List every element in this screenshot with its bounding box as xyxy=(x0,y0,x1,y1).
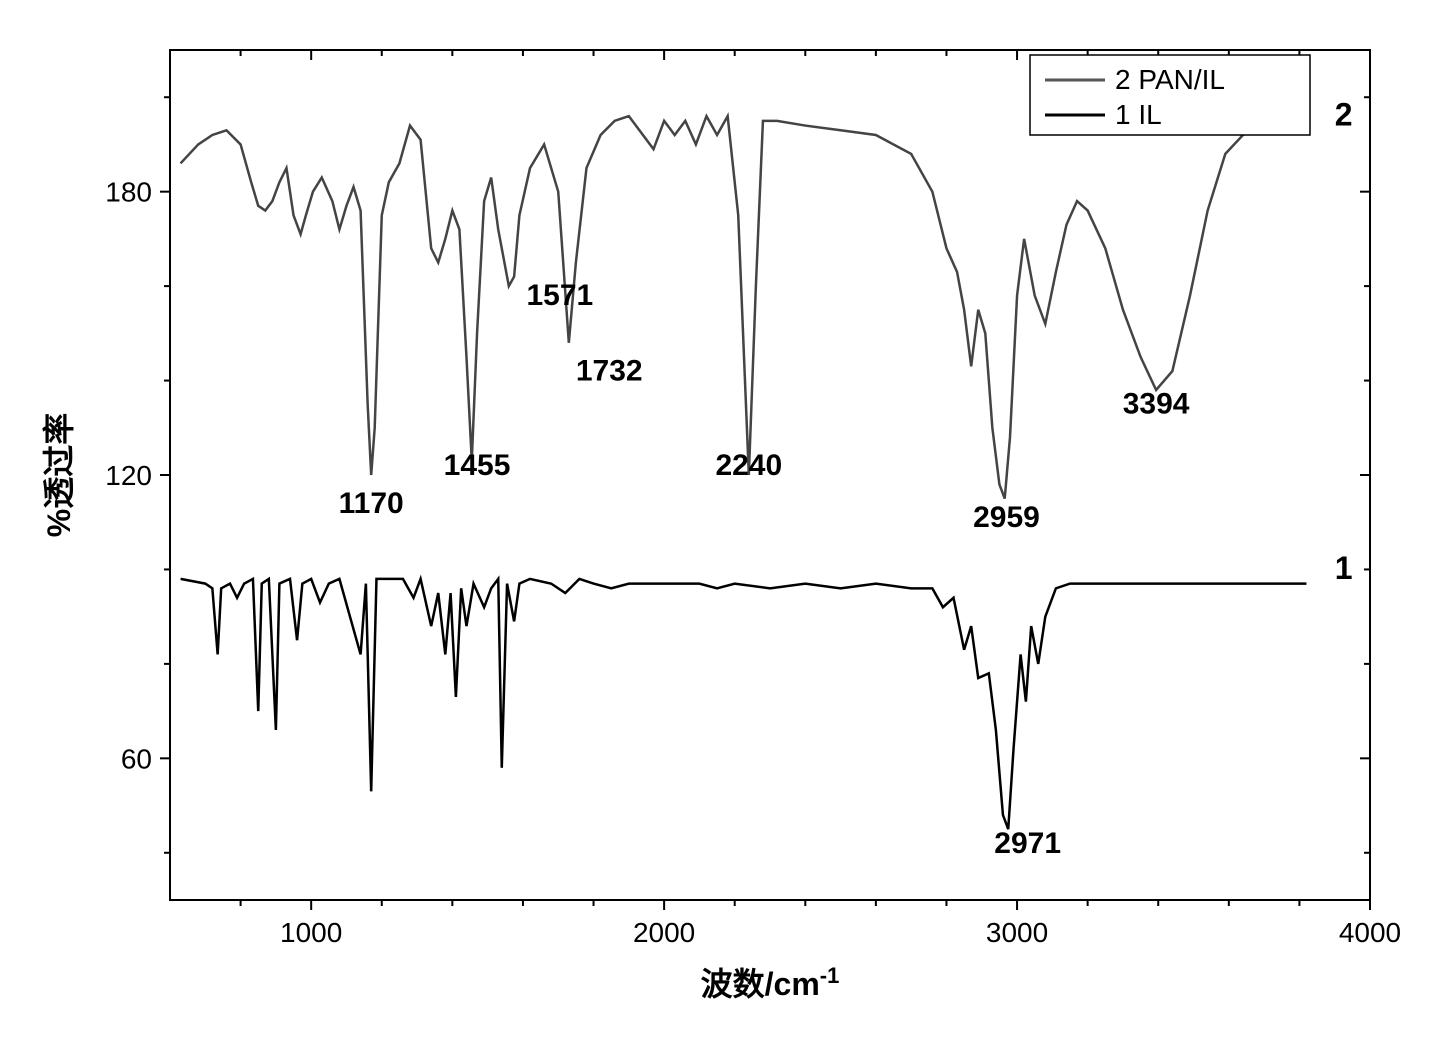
ftir-chart: 1000 2000 3000 4000 60 120 180 %透过率波数/cm-1 1170 1… xyxy=(20,20,1434,1044)
series-1-IL xyxy=(181,579,1307,829)
x-tick-label: 3000 xyxy=(986,917,1048,948)
legend-label: 1 IL xyxy=(1115,99,1162,130)
x-tick-label: 1000 xyxy=(280,917,342,948)
x-tick-label: 2000 xyxy=(633,917,695,948)
x-axis-label: 波数/cm-1 xyxy=(701,963,840,1003)
series-end-label-1: 1 xyxy=(1335,550,1353,586)
series-2-PAN-IL xyxy=(181,116,1307,499)
peak-label-2971: 2971 xyxy=(994,827,1061,860)
legend-label: 2 PAN/IL xyxy=(1115,64,1225,95)
peak-label-2959: 2959 xyxy=(973,501,1040,534)
peak-label-1455: 1455 xyxy=(444,449,511,482)
peak-label-2240: 2240 xyxy=(715,449,782,482)
series-end-label-2: 2 xyxy=(1335,97,1353,133)
peak-label-1571: 1571 xyxy=(526,279,593,312)
peak-label-3394: 3394 xyxy=(1123,388,1190,421)
x-tick-label: 4000 xyxy=(1339,917,1401,948)
y-tick-label: 180 xyxy=(105,177,152,208)
y-tick-label: 60 xyxy=(121,743,152,774)
y-tick-label: 120 xyxy=(105,460,152,491)
y-axis-label: %透过率 xyxy=(41,413,77,537)
peak-label-1732: 1732 xyxy=(576,355,643,388)
peak-label-1170: 1170 xyxy=(339,487,404,520)
chart-svg: 1000 2000 3000 4000 60 120 180 %透过率波数/cm-1 1170 1… xyxy=(20,20,1434,1044)
